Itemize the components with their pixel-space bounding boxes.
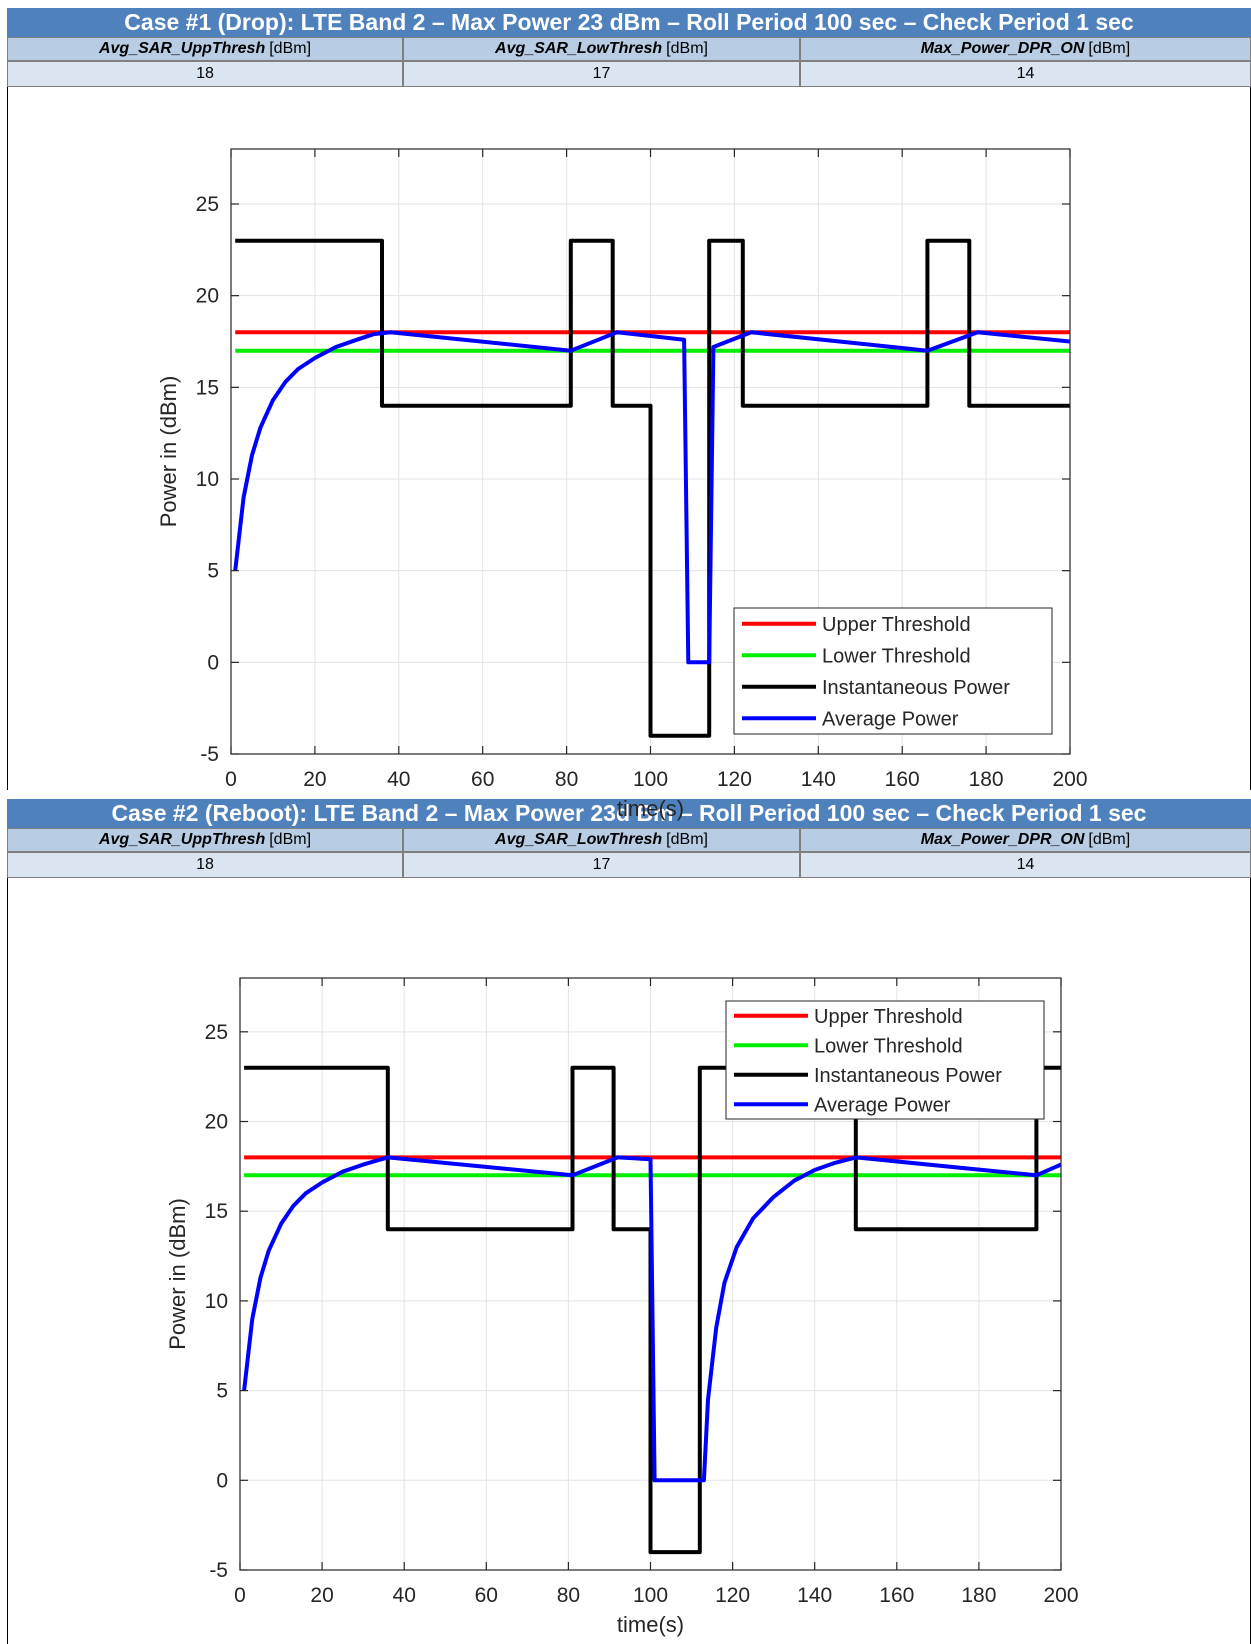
x-axis-label: time(s): [617, 796, 684, 821]
legend-label-instantaneous-power: Instantaneous Power: [814, 1065, 1002, 1087]
y-axis-label: Power in (dBm): [165, 1198, 190, 1350]
x-tick-label: 140: [801, 768, 836, 791]
x-tick-label: 180: [961, 1584, 996, 1607]
x-tick-label: 60: [475, 1584, 498, 1607]
y-axis-label: Power in (dBm): [156, 376, 181, 528]
legend-label-average-power: Average Power: [822, 708, 959, 730]
value-cell-upper: 18: [7, 852, 403, 878]
x-tick-label: 40: [393, 1584, 416, 1607]
case-1-header-row: Avg_SAR_UppThresh [dBm] Avg_SAR_LowThresh…: [7, 37, 1251, 61]
x-tick-label: 0: [225, 768, 237, 791]
y-tick-label: 15: [205, 1200, 228, 1223]
value-cell-lower: 17: [403, 852, 800, 878]
series-average-power-line: [242, 1155, 1061, 1483]
x-tick-label: 60: [471, 768, 494, 791]
x-tick-label: 80: [557, 1584, 580, 1607]
y-tick-label: 0: [207, 651, 219, 674]
header-name: Avg_SAR_LowThresh: [495, 831, 663, 848]
y-tick-label: -5: [209, 1559, 228, 1582]
legend-label-instantaneous-power: Instantaneous Power: [822, 677, 1010, 699]
header-unit: [dBm]: [269, 831, 312, 848]
y-tick-label: 10: [196, 468, 219, 491]
legend-label-lower-threshold: Lower Threshold: [814, 1035, 963, 1057]
legend: Upper Threshold Lower Threshold Instantane…: [733, 607, 1053, 735]
y-tick-label: -5: [200, 743, 219, 766]
header-unit: [dBm]: [666, 40, 708, 57]
header-cell-dpr: Max_Power_DPR_ON [dBm]: [800, 828, 1251, 852]
series-group: [233, 238, 1070, 738]
y-tick-label: 25: [205, 1021, 228, 1044]
x-tick-label: 200: [1043, 1584, 1078, 1607]
x-tick-label: 120: [717, 768, 752, 791]
x-tick-label: 20: [303, 768, 326, 791]
x-tick-label: 40: [387, 768, 410, 791]
header-name: Max_Power_DPR_ON: [920, 831, 1085, 848]
value-cell-lower: 17: [403, 61, 800, 87]
header-cell-lower: Avg_SAR_LowThresh [dBm]: [403, 828, 800, 852]
y-tick-label: 15: [196, 376, 219, 399]
y-tick-label: 20: [196, 285, 219, 308]
x-tick-label: 100: [633, 1584, 668, 1607]
series-group: [242, 1065, 1061, 1555]
x-axis-label: time(s): [617, 1612, 684, 1637]
case-1-value-row: 18 17 14: [7, 61, 1251, 87]
x-tick-label: 0: [234, 1584, 246, 1607]
x-tick-label: 120: [715, 1584, 750, 1607]
legend-label-average-power: Average Power: [814, 1094, 951, 1116]
header-unit: [dBm]: [1088, 831, 1131, 848]
header-unit: [dBm]: [666, 831, 708, 848]
y-tick-label: 5: [216, 1380, 228, 1403]
x-tick-label: 80: [555, 768, 578, 791]
header-name: Avg_SAR_LowThresh: [495, 40, 663, 57]
header-unit: [dBm]: [269, 40, 312, 57]
series-instantaneous-power-line: [244, 1065, 1061, 1555]
value-cell-upper: 18: [7, 61, 403, 87]
x-tick-label: 100: [633, 768, 668, 791]
y-tick-label: 5: [207, 560, 219, 583]
x-tick-label: 160: [885, 768, 920, 791]
series-average-power-line: [233, 330, 1070, 665]
header-cell-lower: Avg_SAR_LowThresh [dBm]: [403, 37, 800, 61]
legend-box: [725, 1000, 1045, 1120]
case-2-header-row: Avg_SAR_UppThresh [dBm] Avg_SAR_LowThresh…: [7, 828, 1251, 852]
series-instantaneous-power-line: [235, 238, 1070, 738]
y-tick-label: 10: [205, 1290, 228, 1313]
legend: Upper Threshold Lower Threshold Instantane…: [725, 1000, 1045, 1120]
header-name: Avg_SAR_UppThresh: [98, 831, 266, 848]
y-tick-label: 20: [205, 1111, 228, 1134]
header-name: Max_Power_DPR_ON: [920, 40, 1085, 57]
x-tick-label: 180: [969, 768, 1004, 791]
case-2-title: Case #2 (Reboot): LTE Band 2 – Max Power…: [7, 799, 1251, 828]
header-name: Avg_SAR_UppThresh: [98, 40, 266, 57]
y-tick-label: 25: [196, 193, 219, 216]
header-cell-upper: Avg_SAR_UppThresh [dBm]: [7, 828, 403, 852]
x-tick-label: 200: [1052, 768, 1087, 791]
header-unit: [dBm]: [1088, 40, 1131, 57]
y-tick-label: 0: [216, 1469, 228, 1492]
x-tick-label: 20: [310, 1584, 333, 1607]
x-tick-label: 140: [797, 1584, 832, 1607]
x-tick-label: 160: [879, 1584, 914, 1607]
legend-box: [733, 607, 1053, 735]
legend-label-upper-threshold: Upper Threshold: [814, 1006, 963, 1028]
header-cell-dpr: Max_Power_DPR_ON [dBm]: [800, 37, 1251, 61]
legend-label-lower-threshold: Lower Threshold: [822, 645, 971, 667]
case-2-value-row: 18 17 14: [7, 852, 1251, 878]
header-cell-upper: Avg_SAR_UppThresh [dBm]: [7, 37, 403, 61]
case-1-title: Case #1 (Drop): LTE Band 2 – Max Power 2…: [7, 8, 1251, 37]
legend-label-upper-threshold: Upper Threshold: [822, 614, 971, 636]
